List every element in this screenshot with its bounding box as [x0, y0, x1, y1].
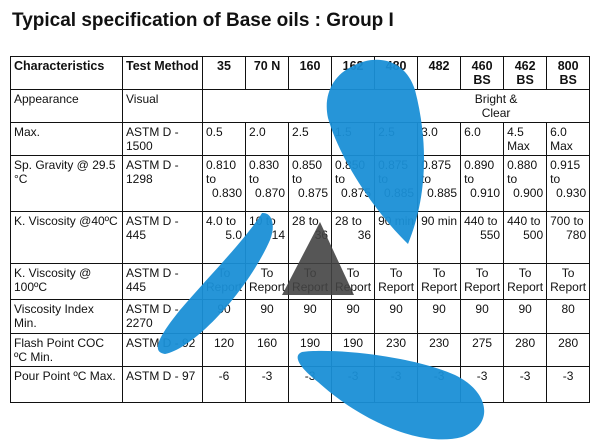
range-from: 0.875 to [421, 158, 452, 186]
value-cell: 230 [417, 333, 462, 367]
range-to: 0.875 [298, 186, 329, 200]
range-to: 14 [271, 228, 286, 242]
range-from: 90 min [421, 214, 458, 228]
value-cell: 440 to 550 [460, 211, 505, 264]
range-to: 0.885 [427, 186, 458, 200]
table-row: Viscosity Index Min. ASTM D - 2270 90 90 90 9… [10, 299, 591, 334]
value-cell: 0.880 to 0.900 [503, 155, 548, 212]
range-to: 0.830 [211, 186, 243, 200]
row-characteristic: Flash Point COC ºC Min. [10, 333, 123, 367]
range-from: 440 to [464, 214, 498, 228]
row-characteristic: Appearance [10, 89, 123, 123]
value-cell: 120 [201, 333, 247, 367]
range-to: 0.900 [513, 186, 544, 200]
header-grade: 462 BS [503, 56, 548, 90]
value-cell: 280 [503, 333, 548, 367]
table-row: K. Viscosity @40ºC ASTM D - 445 4.0 to 5.0 1… [10, 211, 591, 264]
range-from: 0.915 to [550, 158, 581, 186]
blue-blade-shape [326, 59, 425, 245]
range-from: 28 to [335, 214, 362, 228]
value-cell: 0.5 [201, 122, 247, 156]
value-cell: 90 min [417, 211, 462, 264]
header-grade: 482 [417, 56, 462, 90]
range-to: 550 [480, 228, 501, 242]
row-test-method: ASTM D - 445 [122, 263, 203, 300]
range-from: 4.0 to [206, 214, 237, 228]
value-cell: 0.915 to 0.930 [546, 155, 591, 212]
value-cell: To Report [503, 263, 548, 300]
value-cell: 2.5 [288, 122, 333, 156]
row-test-method: ASTM D - 445 [122, 211, 203, 264]
value-cell: -3 [546, 366, 591, 403]
range-from: 0.830 to [249, 158, 280, 186]
spec-table: Characteristics Test Method 35 70 N 160 … [10, 56, 591, 403]
range-to: 36 [357, 228, 372, 242]
row-characteristic: Max. [10, 122, 123, 156]
range-from: 700 to [550, 214, 584, 228]
value-cell: 2.0 [245, 122, 290, 156]
value-cell: 90 [245, 299, 290, 334]
range-to: 5.0 [225, 228, 243, 242]
row-characteristic: Viscosity Index Min. [10, 299, 123, 334]
range-from: 0.810 to [206, 158, 237, 186]
value-cell: 6.0 [460, 122, 505, 156]
value-cell: 80 [546, 299, 591, 334]
range-from: 28 to [292, 214, 319, 228]
range-to: 0.930 [556, 186, 587, 200]
value-cell: 90 [331, 299, 376, 334]
value-cell: 440 to 500 [503, 211, 548, 264]
range-to: 0.910 [470, 186, 501, 200]
range-to: 500 [523, 228, 544, 242]
value-cell: 90 [374, 299, 419, 334]
value-cell: 700 to 780 [546, 211, 591, 264]
table-header-row: Characteristics Test Method 35 70 N 160 … [10, 56, 591, 90]
page-title: Typical specification of Base oils : Gro… [12, 10, 394, 31]
row-test-method: ASTM D - 1500 [122, 122, 203, 156]
range-to: 780 [566, 228, 587, 242]
row-test-method: ASTM D - 1298 [122, 155, 203, 212]
table-row: Max.ASTM D - 15000.52.02.51.52.53.06.04.… [10, 122, 591, 156]
row-characteristic: Pour Point ºC Max. [10, 366, 123, 403]
range-from: 0.880 to [507, 158, 538, 186]
value-cell: -6 [201, 366, 247, 403]
value-cell: 160 [245, 333, 290, 367]
row-test-method: Visual [122, 89, 203, 123]
row-test-method: ASTM D - 97 [122, 366, 203, 403]
value-cell: -3 [503, 366, 548, 403]
value-cell: To Report [374, 263, 419, 300]
row-characteristic: Sp. Gravity @ 29.5 °C [10, 155, 123, 212]
blue-blade-shape [297, 350, 485, 440]
header-grade: 70 N [245, 56, 290, 90]
range-to: 0.870 [255, 186, 286, 200]
value-cell: 0.810 to 0.830 [201, 155, 247, 212]
header-characteristics: Characteristics [10, 56, 123, 90]
range-from: 0.890 to [464, 158, 495, 186]
range-from: 0.850 to [292, 158, 323, 186]
grey-triangle-shape [282, 222, 354, 295]
value-cell: To Report [546, 263, 591, 300]
value-cell: 3.0 [417, 122, 462, 156]
header-grade: 800 BS [546, 56, 591, 90]
header-test-method: Test Method [122, 56, 203, 90]
cell-value: Bright & Clear [474, 92, 518, 120]
value-cell: 6.0 Max [546, 122, 591, 156]
range-from: 440 to [507, 214, 541, 228]
value-cell: -3 [245, 366, 290, 403]
value-cell: To Report [417, 263, 462, 300]
header-grade: 35 [201, 56, 247, 90]
blue-blade-shape [157, 212, 273, 354]
